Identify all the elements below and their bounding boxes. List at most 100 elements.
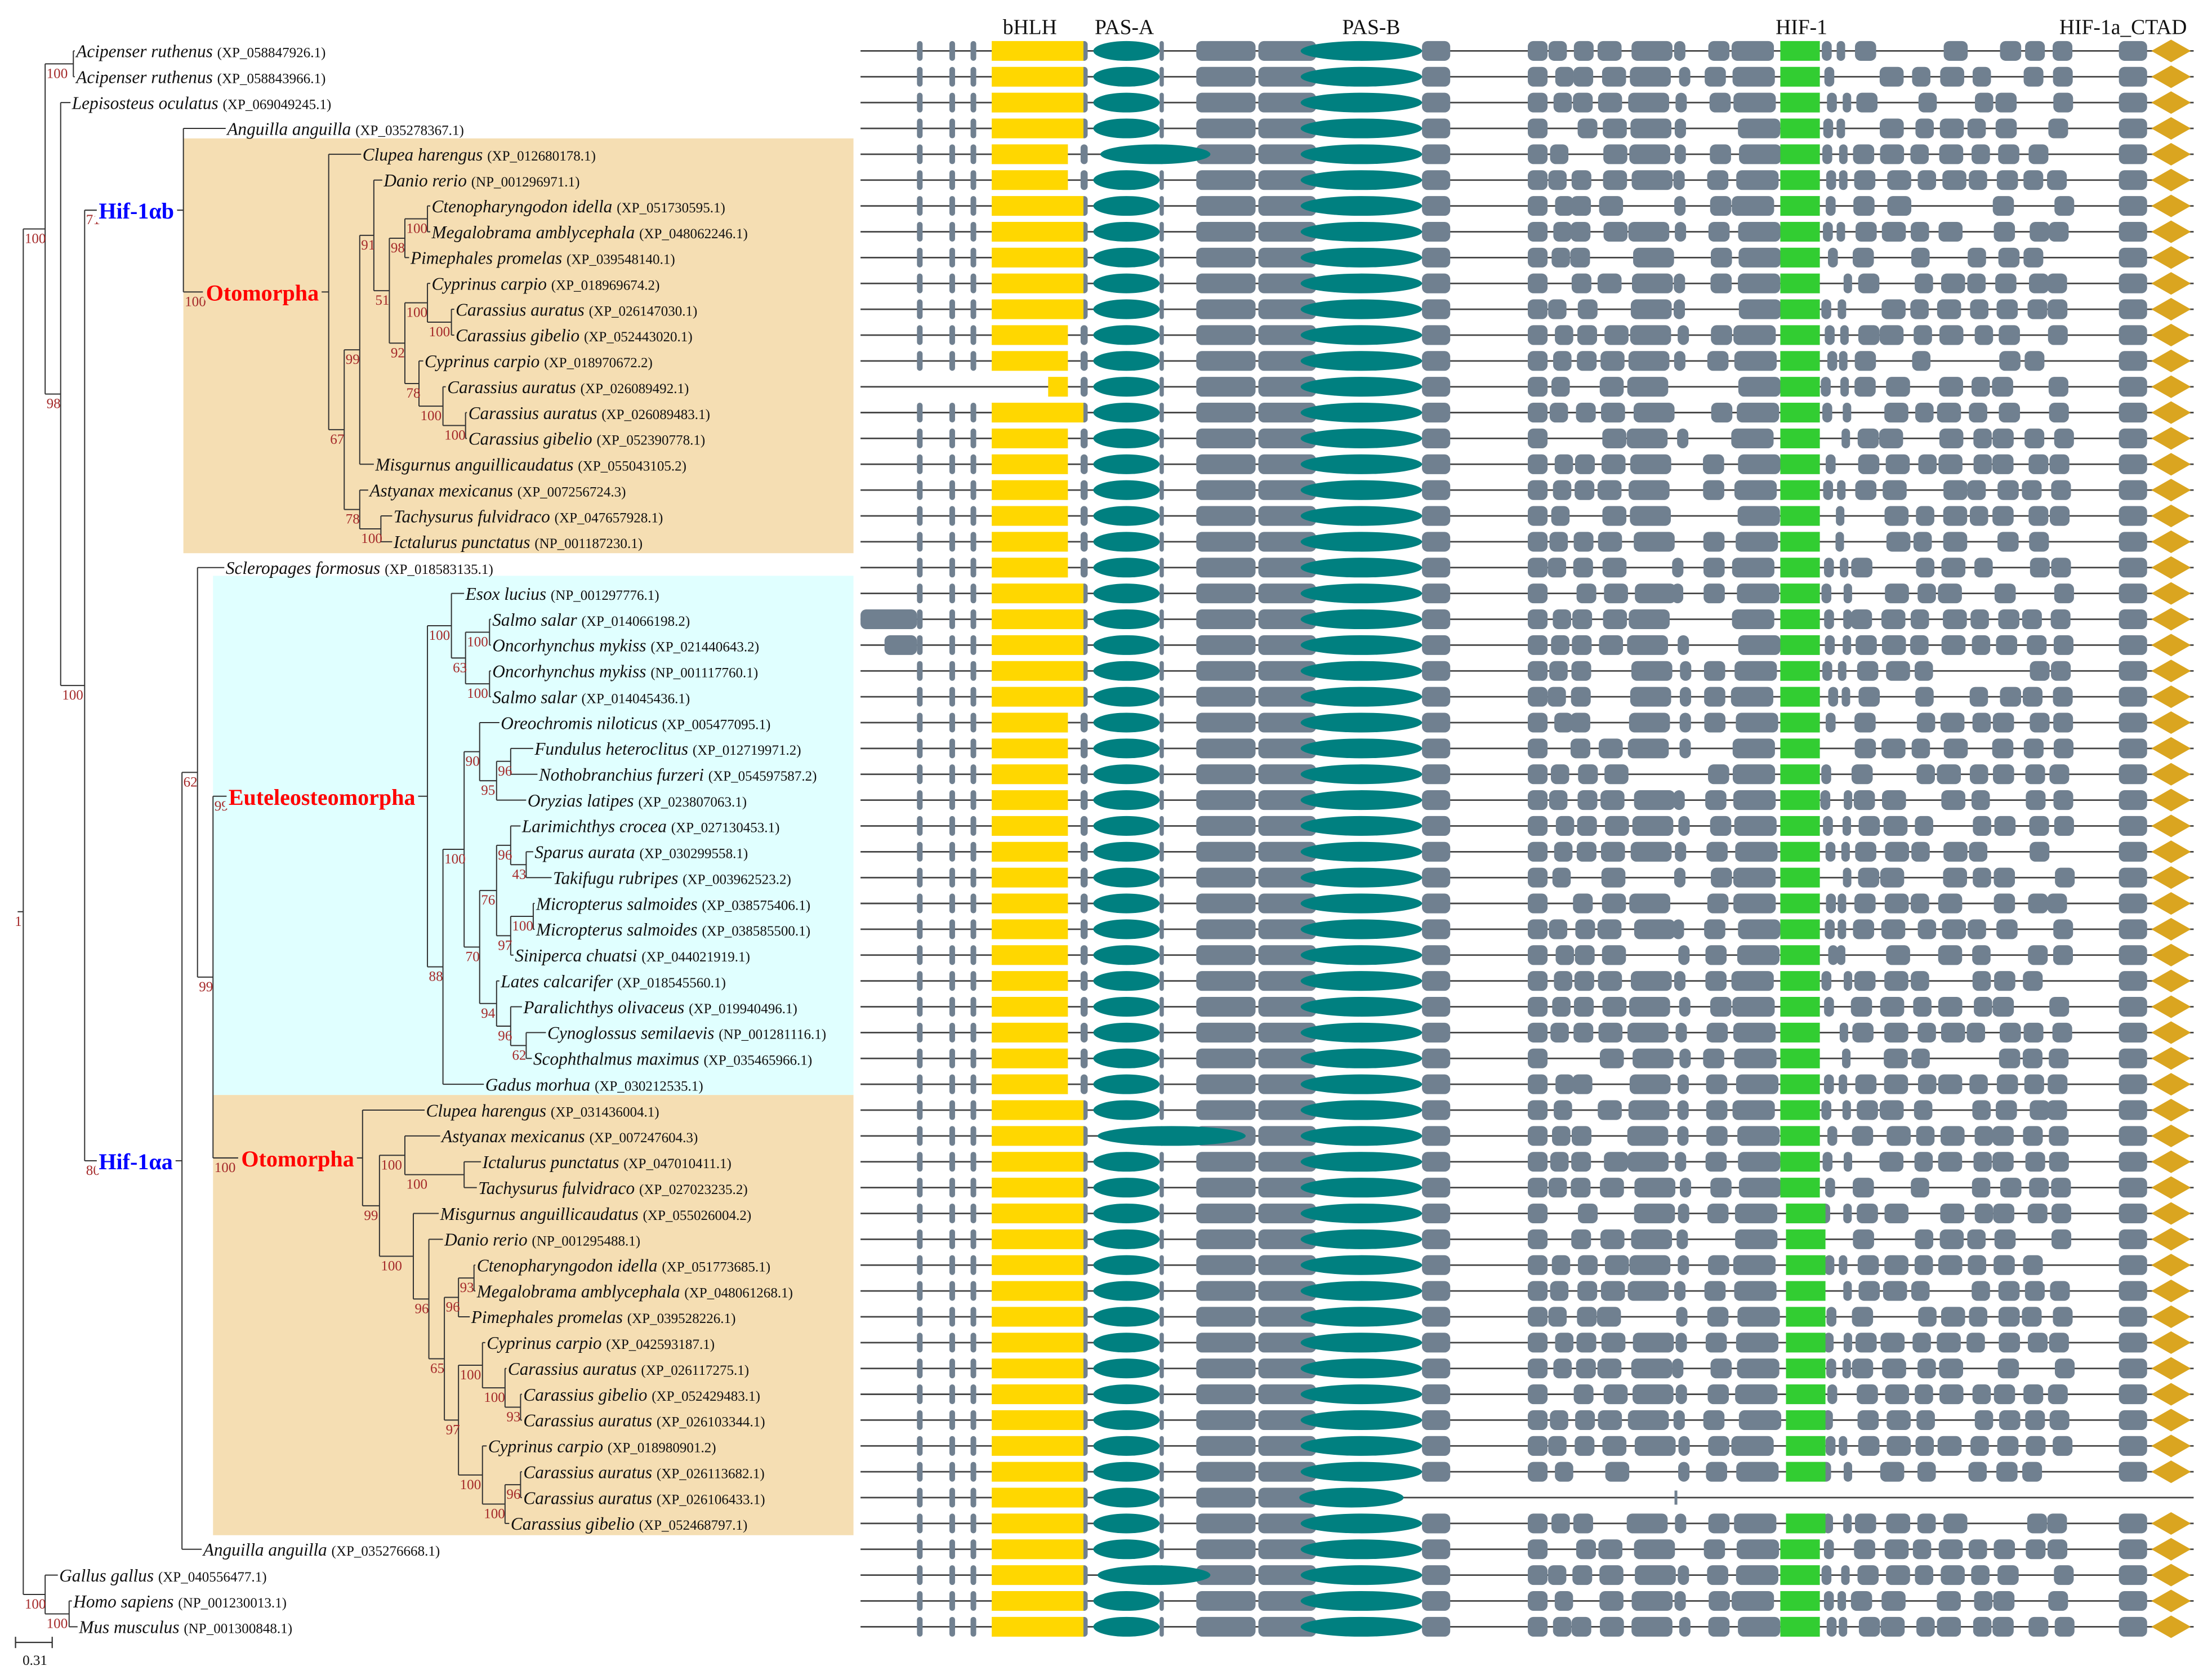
other-region bbox=[970, 1152, 976, 1172]
other-region bbox=[2024, 1074, 2044, 1094]
hif-1a-ctad-domain bbox=[2151, 685, 2191, 709]
other-region bbox=[1825, 1436, 1836, 1456]
pas-a-domain bbox=[1093, 1307, 1160, 1327]
other-region bbox=[1824, 1255, 1835, 1275]
hif-1-domain bbox=[1780, 1591, 1820, 1611]
other-region bbox=[1577, 1255, 1598, 1275]
other-region bbox=[1992, 1152, 2014, 1172]
other-region bbox=[1673, 919, 1684, 939]
hif-1a-ctad-domain bbox=[2151, 660, 2191, 683]
bootstrap-value: 96 bbox=[446, 1300, 460, 1315]
other-region bbox=[1734, 1281, 1777, 1301]
other-region bbox=[1258, 1178, 1317, 1198]
other-region bbox=[1196, 1462, 1256, 1482]
other-region bbox=[1733, 92, 1776, 113]
domain-row bbox=[860, 1021, 2194, 1044]
other-region bbox=[1738, 635, 1781, 655]
species-name: Clupea harengus bbox=[426, 1101, 551, 1120]
other-region bbox=[1857, 1410, 1879, 1430]
other-region bbox=[1630, 506, 1671, 526]
other-region bbox=[2026, 1539, 2046, 1560]
domain-row bbox=[860, 1487, 2194, 1508]
domain-row bbox=[860, 504, 2194, 528]
other-region bbox=[2119, 1539, 2147, 1560]
other-region bbox=[1196, 41, 1256, 61]
other-region bbox=[1672, 558, 1684, 578]
other-region bbox=[1547, 558, 1567, 578]
other-region bbox=[1633, 247, 1674, 268]
other-region bbox=[1856, 635, 1877, 655]
bootstrap-value: 100 bbox=[484, 1390, 505, 1405]
other-region bbox=[1577, 118, 1598, 139]
bhlh-domain bbox=[992, 506, 1068, 526]
other-region bbox=[1553, 92, 1572, 113]
other-region bbox=[1885, 1384, 1910, 1405]
bhlh-domain bbox=[992, 558, 1068, 578]
other-region bbox=[1710, 247, 1732, 268]
other-region bbox=[917, 1487, 923, 1508]
pas-b-domain bbox=[1300, 583, 1422, 604]
leaf-label: Acipenser ruthenus (XP_058843966.1) bbox=[75, 68, 325, 87]
other-region bbox=[1196, 867, 1256, 888]
other-region bbox=[1196, 712, 1256, 733]
other-region bbox=[1528, 712, 1548, 733]
hif-1-domain bbox=[1780, 1539, 1820, 1560]
hif-1a-ctad-domain bbox=[2151, 453, 2191, 476]
species-name: Scophthalmus maximus bbox=[533, 1049, 704, 1069]
species-name: Oncorhynchus mykiss bbox=[492, 662, 650, 681]
other-region bbox=[1880, 1462, 1905, 1482]
other-region bbox=[1915, 1436, 1934, 1456]
other-region bbox=[1528, 790, 1548, 810]
leaf-label: Lepisosteus oculatus (XP_069049245.1) bbox=[72, 93, 332, 113]
other-region bbox=[1974, 997, 1992, 1017]
other-region bbox=[1080, 506, 1088, 526]
hif-1-domain bbox=[1786, 1333, 1826, 1353]
hif-1a-ctad-domain bbox=[2151, 39, 2191, 63]
other-region bbox=[1969, 506, 1988, 526]
other-region bbox=[1974, 1591, 1993, 1611]
other-region bbox=[1939, 1384, 1964, 1405]
pas-a-domain bbox=[1093, 1487, 1160, 1508]
other-region bbox=[1422, 1565, 1451, 1585]
pas-b-domain bbox=[1300, 1333, 1422, 1353]
other-region bbox=[1967, 480, 1986, 500]
other-region bbox=[1159, 247, 1164, 268]
other-region bbox=[2119, 1100, 2147, 1120]
other-region bbox=[1554, 454, 1573, 474]
species-name: Tachysurus fulvidraco bbox=[478, 1178, 639, 1198]
bootstrap-value: 99 bbox=[199, 979, 213, 995]
pas-a-domain bbox=[1093, 738, 1160, 759]
other-region bbox=[1852, 1126, 1874, 1146]
hif-1a-ctad-domain bbox=[2151, 582, 2191, 605]
other-region bbox=[949, 1203, 955, 1224]
other-region bbox=[1551, 1513, 1570, 1534]
other-region bbox=[1571, 196, 1591, 216]
other-region bbox=[1823, 1591, 1834, 1611]
pas-a-domain bbox=[1093, 609, 1160, 630]
species-name: Sparus aurata bbox=[534, 843, 639, 862]
other-region bbox=[1938, 945, 1963, 965]
other-region bbox=[1626, 428, 1668, 448]
bootstrap-value: 96 bbox=[506, 1487, 520, 1502]
other-region bbox=[1881, 299, 1906, 319]
other-region bbox=[1528, 1436, 1548, 1456]
other-region bbox=[2119, 764, 2147, 785]
other-region bbox=[949, 41, 955, 61]
other-region bbox=[1994, 1255, 2015, 1275]
other-region bbox=[917, 712, 923, 733]
other-region bbox=[1196, 841, 1256, 862]
other-region bbox=[2119, 1022, 2147, 1043]
other-region bbox=[1634, 532, 1675, 552]
other-region bbox=[1916, 1616, 1935, 1637]
pas-b-domain bbox=[1300, 816, 1422, 836]
other-region bbox=[1258, 41, 1317, 61]
other-region bbox=[1883, 816, 1908, 836]
accession-id: (XP_044021919.1) bbox=[641, 950, 750, 965]
pas-a-domain bbox=[1093, 1384, 1160, 1405]
domain-row bbox=[860, 272, 2194, 295]
other-region bbox=[1679, 712, 1691, 733]
other-region bbox=[1943, 532, 1968, 552]
other-region bbox=[949, 971, 955, 991]
other-region bbox=[1159, 1178, 1164, 1198]
bhlh-domain bbox=[992, 764, 1068, 785]
